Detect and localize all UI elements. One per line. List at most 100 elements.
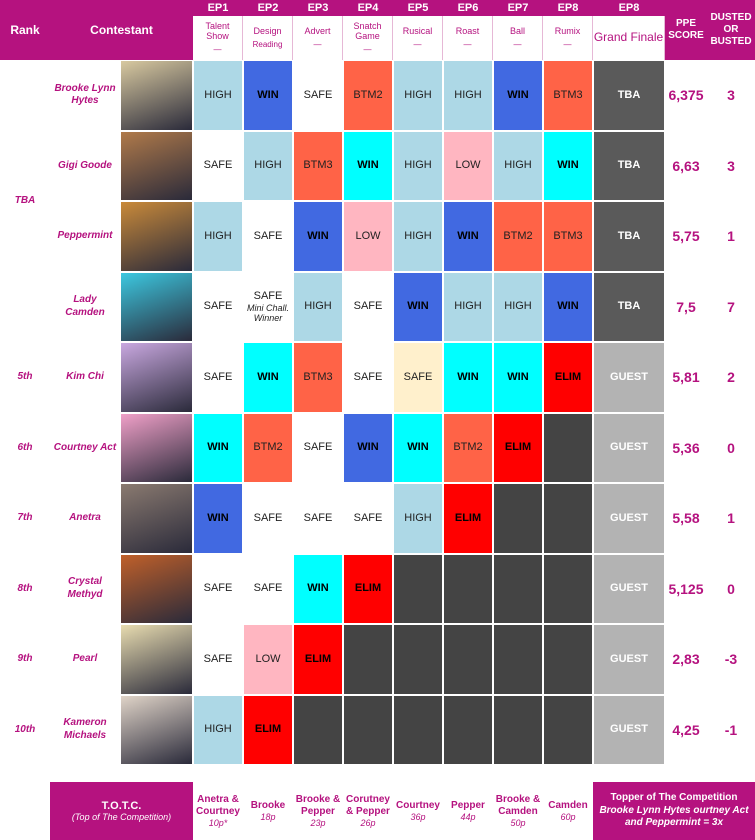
top-points: 44p bbox=[460, 811, 476, 822]
result-cell: BTM3 bbox=[293, 130, 343, 201]
result-cell: HIGH bbox=[493, 130, 543, 201]
dusted-cell: 0 bbox=[707, 554, 755, 625]
dusted-score: 7 bbox=[727, 298, 735, 315]
contestant-name: Peppermint bbox=[57, 230, 113, 241]
top-points: 50p bbox=[510, 817, 526, 828]
ppe-score: 5,36 bbox=[672, 439, 700, 456]
theme-text: Rusical bbox=[402, 25, 433, 36]
result-cell bbox=[543, 483, 593, 554]
result-text: BTM2 bbox=[503, 229, 533, 242]
result-text: WIN bbox=[257, 88, 279, 101]
ppe-score: 5,81 bbox=[672, 369, 700, 386]
result-cell: HIGH bbox=[193, 694, 243, 765]
header-text: Rank bbox=[10, 23, 40, 37]
result-text: SAFE bbox=[253, 229, 283, 242]
episode-theme: Advert — bbox=[293, 16, 343, 60]
contestant-name: Lady Camden bbox=[65, 294, 105, 318]
finale-text: TBA bbox=[617, 300, 641, 313]
ppe-cell: 6,63 bbox=[665, 131, 707, 202]
photo bbox=[120, 342, 193, 413]
result-text: ELIM bbox=[554, 370, 582, 383]
result-cell bbox=[543, 412, 593, 483]
top-cell: Pepper 44p bbox=[443, 782, 493, 840]
result-cell: BTM2 bbox=[343, 60, 393, 131]
result-text: HIGH bbox=[304, 300, 332, 313]
top-cell: Anetra & Courtney 10p* bbox=[193, 782, 243, 840]
ppe-cell: 4,25 bbox=[665, 695, 707, 766]
top-names: Brooke & Camden bbox=[495, 793, 541, 817]
episode-label: EP7 bbox=[507, 2, 529, 14]
ppe-cell: 6,375 bbox=[665, 60, 707, 131]
top-points: 60p bbox=[560, 811, 576, 822]
result-text: WIN bbox=[507, 370, 529, 383]
finale-cell: TBA bbox=[593, 271, 665, 342]
result-cell: SAFE bbox=[193, 624, 243, 695]
episode-label: EP3 bbox=[307, 2, 329, 14]
contestant-cell: Crystal Methyd bbox=[50, 554, 120, 625]
result-text: LOW bbox=[355, 229, 381, 242]
episode-number: EP3 bbox=[293, 0, 343, 16]
finale-cell: TBA bbox=[593, 60, 665, 131]
episode-label: EP4 bbox=[357, 2, 379, 14]
photo bbox=[120, 271, 193, 342]
top-points: 26p bbox=[360, 817, 376, 828]
photo bbox=[120, 60, 193, 131]
theme-sub: — bbox=[463, 40, 472, 50]
result-cell: LOW bbox=[243, 624, 293, 695]
result-text: HIGH bbox=[204, 723, 232, 736]
contestant-name: Brooke Lynn Hytes bbox=[54, 82, 116, 107]
result-cell: WIN bbox=[393, 412, 443, 483]
contestant-cell: Peppermint bbox=[50, 201, 120, 272]
dusted-score: 0 bbox=[727, 439, 735, 456]
rank: 7th bbox=[17, 512, 33, 523]
result-text: SAFE bbox=[403, 370, 433, 383]
finale-text: GUEST bbox=[610, 441, 648, 454]
top-cell: Brooke 18p bbox=[243, 782, 293, 840]
ppe-cell: 5,36 bbox=[665, 413, 707, 484]
top-cell: Corutney & Pepper 26p bbox=[343, 782, 393, 840]
episode-theme: Snatch Game — bbox=[343, 16, 393, 60]
contestant-name: Gigi Goode bbox=[58, 159, 112, 171]
dusted-cell: 1 bbox=[707, 483, 755, 554]
top-names: Brooke & Pepper bbox=[295, 793, 341, 817]
episode-theme: Roast — bbox=[443, 16, 493, 60]
result-cell bbox=[343, 624, 393, 695]
result-cell: ELIM bbox=[293, 624, 343, 695]
episode-number: EP5 bbox=[393, 0, 443, 16]
result-cell: SAFE bbox=[343, 342, 393, 413]
photo bbox=[120, 483, 193, 554]
result-text: HIGH bbox=[504, 159, 532, 172]
contestant-cell: Brooke Lynn Hytes bbox=[50, 60, 120, 131]
result-text: WIN bbox=[207, 511, 229, 524]
episode-label: EP2 bbox=[257, 2, 279, 14]
contestant-name: Kim Chi bbox=[66, 371, 104, 382]
rank: 5th bbox=[17, 371, 33, 382]
result-text: WIN bbox=[307, 229, 329, 242]
result-text: HIGH bbox=[404, 511, 432, 524]
contestant-cell: Kameron Michaels bbox=[50, 695, 120, 766]
result-cell: ELIM bbox=[543, 342, 593, 413]
episode-theme: Grand Finale bbox=[593, 16, 665, 60]
contestant-name: Kameron Michaels bbox=[63, 717, 107, 741]
result-cell bbox=[393, 553, 443, 624]
rank: 9th bbox=[17, 653, 33, 664]
top-cell: Brooke & Pepper 23p bbox=[293, 782, 343, 840]
result-cell: ELIM bbox=[493, 412, 543, 483]
result-cell: SAFE bbox=[193, 271, 243, 342]
dusted-score: 3 bbox=[727, 87, 735, 104]
rank-cell: TBA bbox=[0, 60, 50, 342]
theme-text: Talent Show bbox=[205, 20, 230, 41]
result-text: SAFE bbox=[303, 511, 333, 524]
result-cell: SAFE bbox=[243, 483, 293, 554]
finale-text: GUEST bbox=[610, 723, 648, 736]
theme-text: Snatch Game bbox=[353, 20, 382, 41]
result-cell bbox=[393, 694, 443, 765]
result-cell: WIN bbox=[243, 342, 293, 413]
result-text: ELIM bbox=[454, 511, 482, 524]
rank-cell: 9th bbox=[0, 624, 50, 695]
finale-cell: GUEST bbox=[593, 694, 665, 765]
finale-text: GUEST bbox=[610, 370, 648, 383]
result-cell: ELIM bbox=[343, 553, 393, 624]
result-cell: WIN bbox=[393, 271, 443, 342]
result-cell: HIGH bbox=[193, 201, 243, 272]
